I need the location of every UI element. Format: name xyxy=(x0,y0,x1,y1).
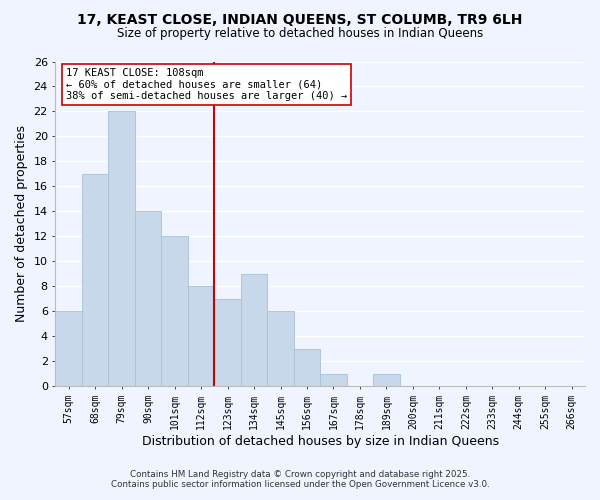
Bar xyxy=(241,274,267,386)
Bar xyxy=(55,311,82,386)
Y-axis label: Number of detached properties: Number of detached properties xyxy=(15,126,28,322)
Bar xyxy=(188,286,214,386)
Text: 17, KEAST CLOSE, INDIAN QUEENS, ST COLUMB, TR9 6LH: 17, KEAST CLOSE, INDIAN QUEENS, ST COLUM… xyxy=(77,12,523,26)
Bar xyxy=(294,348,320,386)
Bar xyxy=(135,212,161,386)
Bar xyxy=(109,112,135,386)
Bar xyxy=(82,174,109,386)
Text: 17 KEAST CLOSE: 108sqm
← 60% of detached houses are smaller (64)
38% of semi-det: 17 KEAST CLOSE: 108sqm ← 60% of detached… xyxy=(66,68,347,101)
Text: Contains public sector information licensed under the Open Government Licence v3: Contains public sector information licen… xyxy=(110,480,490,489)
Text: Contains HM Land Registry data © Crown copyright and database right 2025.: Contains HM Land Registry data © Crown c… xyxy=(130,470,470,479)
Bar xyxy=(214,298,241,386)
Bar xyxy=(161,236,188,386)
Bar xyxy=(373,374,400,386)
Bar xyxy=(267,311,294,386)
X-axis label: Distribution of detached houses by size in Indian Queens: Distribution of detached houses by size … xyxy=(142,434,499,448)
Bar xyxy=(320,374,347,386)
Text: Size of property relative to detached houses in Indian Queens: Size of property relative to detached ho… xyxy=(117,28,483,40)
